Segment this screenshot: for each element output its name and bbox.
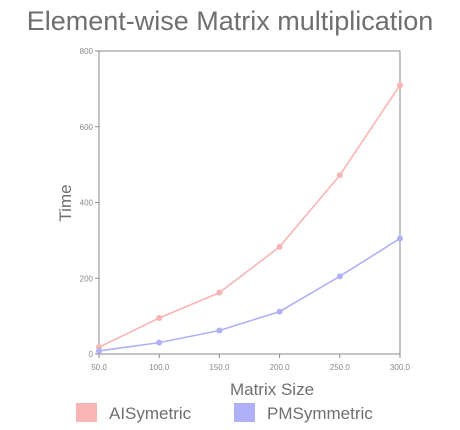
- y-tick-label: 0: [89, 350, 94, 359]
- data-point: [216, 327, 223, 334]
- x-tick-label: 150.0: [209, 363, 230, 372]
- data-point: [397, 82, 403, 89]
- data-point: [276, 243, 283, 250]
- data-point: [156, 339, 163, 346]
- y-axis-title: Time: [56, 184, 75, 221]
- legend-swatch: [234, 403, 255, 422]
- x-tick-label: 250.0: [330, 363, 351, 372]
- y-tick-label: 600: [80, 123, 94, 132]
- y-tick-label: 800: [80, 47, 94, 56]
- data-point: [216, 289, 223, 296]
- data-point: [336, 172, 343, 179]
- data-point: [156, 315, 163, 322]
- data-point: [276, 308, 283, 315]
- data-point: [397, 235, 403, 242]
- y-tick-label: 400: [80, 199, 94, 208]
- series-line-2: [98, 237, 401, 352]
- legend-swatch: [76, 403, 97, 422]
- data-point: [96, 347, 102, 354]
- series-line-1: [98, 84, 401, 348]
- x-tick-label: 300.0: [390, 363, 411, 372]
- x-tick-label: 100.0: [149, 363, 170, 372]
- x-axis-title: Matrix Size: [230, 380, 314, 399]
- x-axis-ticks: 50.0 100.0 150.0 200.0 250.0 300.0: [91, 354, 411, 372]
- legend: AISymetric PMSymmetric: [76, 403, 373, 423]
- legend-label: PMSymmetric: [267, 404, 373, 423]
- chart-title: Element-wise Matrix multiplication: [26, 6, 434, 36]
- x-tick-label: 50.0: [91, 363, 107, 372]
- legend-label: AISymetric: [109, 404, 192, 423]
- data-point: [336, 273, 343, 280]
- y-tick-label: 200: [80, 274, 94, 283]
- y-axis-ticks: 0 200 400 600 800: [80, 47, 99, 359]
- x-tick-label: 200.0: [270, 363, 291, 372]
- series-layer: [96, 82, 403, 354]
- plot-frame: [98, 50, 401, 355]
